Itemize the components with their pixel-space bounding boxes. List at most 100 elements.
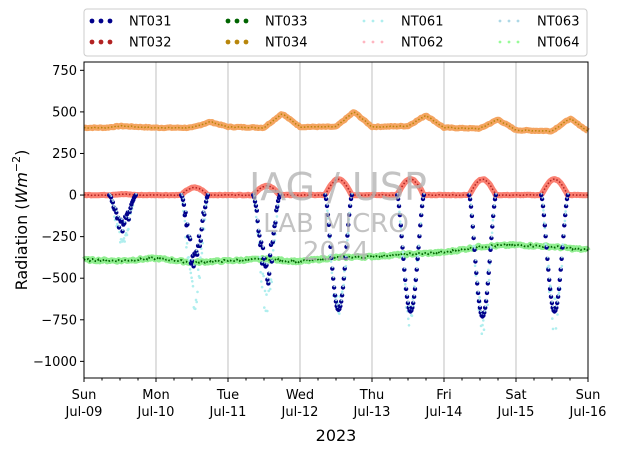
series-NT063-point [180, 192, 183, 195]
x-tick-date: Jul-15 [497, 405, 535, 420]
series-NT061-point [200, 251, 204, 255]
legend-marker [516, 19, 520, 23]
series-NT061-point [196, 268, 200, 272]
series-NT063-point [252, 192, 255, 195]
series-NT063-point [548, 277, 551, 280]
series-NT061-point [258, 255, 262, 259]
series-NT063-point [559, 277, 562, 280]
series-NT063-point [202, 210, 205, 213]
watermark-line-1: IAG / USP [249, 165, 427, 209]
series-NT063-point [266, 277, 269, 280]
legend-frame [83, 8, 588, 57]
series-NT063-point [492, 213, 495, 216]
series-NT061-point [191, 284, 195, 288]
series-NT061-point [487, 278, 491, 282]
series-NT063-point [541, 196, 544, 199]
series-NT061-point [481, 323, 484, 327]
series-NT063-point [203, 212, 206, 215]
series-NT061-point [542, 209, 545, 212]
series-NT063-point [272, 239, 274, 242]
series-NT063-point [326, 203, 329, 206]
series-NT061-point [269, 278, 273, 281]
y-axis-label: Radiation (Wm−2) [10, 150, 31, 291]
series-NT063-point [184, 210, 187, 212]
series-NT063-point [550, 294, 553, 297]
watermark: IAG / USP LAB MICRO 2024 [249, 165, 427, 267]
series-NT061-point [275, 215, 279, 218]
series-NT063-point [192, 264, 195, 266]
legend-item-nt061: NT061 [362, 15, 443, 30]
series-NT063-point [348, 212, 351, 215]
legend-marker [243, 39, 249, 45]
series-NT063-point [256, 218, 259, 221]
x-tick-day: Sat [505, 388, 526, 403]
legend-item-nt032: NT032 [89, 36, 171, 51]
series-NT063-point [493, 204, 496, 207]
x-tick-day: Tue [216, 388, 239, 403]
watermark-line-3: 2024 [303, 237, 369, 267]
series-NT063-point [488, 270, 490, 273]
series-NT063-point [543, 212, 546, 215]
series-NT063-point [263, 256, 266, 259]
grid-lines [155, 62, 517, 378]
series-NT061-point [410, 314, 414, 318]
series-NT063-point [412, 300, 415, 303]
series-NT063-point [123, 220, 126, 223]
series-NT063-point [261, 261, 264, 264]
series-NT061-point [260, 285, 264, 289]
series-NT061-point [480, 332, 484, 336]
series-NT063-point [471, 213, 474, 216]
series-NT063-point [483, 310, 486, 313]
legend-marker [498, 19, 502, 23]
series-NT061-point [185, 246, 188, 249]
series-NT063-point [476, 281, 479, 284]
series-NT061-point [123, 240, 126, 243]
legend-marker [243, 18, 249, 24]
series-NT063-point [472, 224, 474, 227]
series-NT063-point [118, 225, 121, 227]
legend-marker [362, 19, 366, 23]
series-NT063-point [398, 203, 401, 206]
series-NT063-point [558, 286, 561, 289]
x-tick-date: Jul-10 [137, 405, 175, 420]
series-NT032 [83, 178, 588, 197]
series-NT063-point [188, 234, 191, 237]
series-NT063-point [478, 298, 481, 301]
legend-label: NT032 [129, 36, 171, 51]
series-NT063-point [330, 255, 333, 258]
series-NT061-point [201, 241, 204, 245]
legend-item-nt031: NT031 [89, 15, 171, 30]
series-NT063-point [556, 300, 559, 303]
series-NT034 [83, 111, 589, 133]
y-tick-label: 0 [69, 189, 77, 204]
series-NT063-point [564, 212, 567, 215]
series-NT061-point [195, 300, 198, 304]
series-NT061-point [487, 268, 490, 272]
series-NT063-point [328, 222, 330, 225]
series-NT063-point [342, 285, 345, 288]
series-NT061-point [185, 242, 189, 245]
series-NT063-point [258, 233, 261, 236]
legend-label: NT033 [265, 15, 307, 30]
series-NT063-point [401, 245, 404, 248]
series-NT063-point [279, 192, 282, 195]
series-NT061-point [338, 312, 341, 315]
series-NT063-point [349, 203, 352, 206]
series-NT063-point [563, 222, 566, 225]
series-NT063-point [473, 247, 476, 250]
series-NT061-point [254, 215, 258, 219]
series-NT061-point [191, 280, 194, 283]
x-tick-day: Wed [286, 388, 314, 403]
series-NT061-point [198, 276, 201, 280]
x-axis-label: 2023 [316, 426, 357, 445]
series-NT061-point [560, 264, 564, 268]
series-NT063-point [557, 294, 560, 297]
x-tick-date: Jul-12 [281, 405, 319, 420]
series-NT063-point [345, 244, 348, 247]
series-NT061-point [551, 327, 555, 331]
series-NT063-point [333, 285, 336, 288]
x-tick-day: Fri [436, 388, 452, 403]
series-NT063-point [114, 206, 117, 209]
series-NT061-point [551, 317, 554, 320]
series-NT061-point [116, 222, 119, 226]
